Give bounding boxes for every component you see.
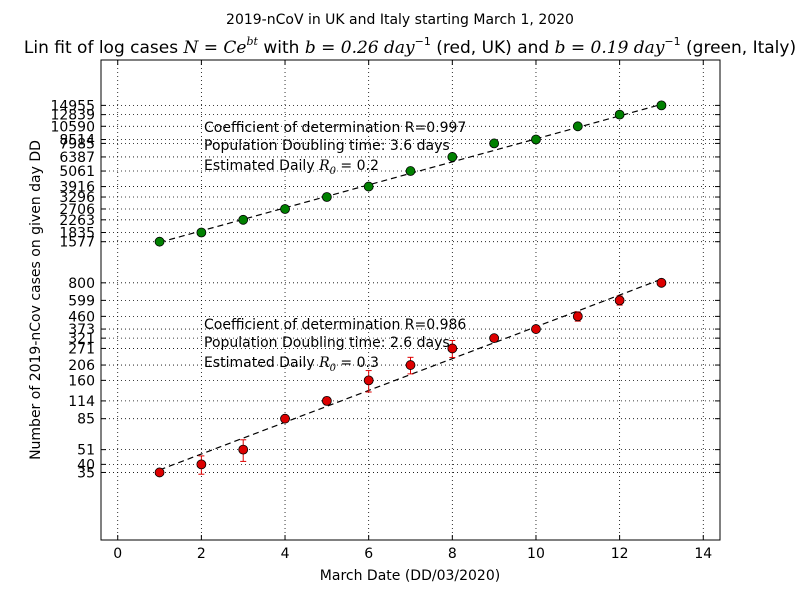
y-tick-label: 2706 xyxy=(59,202,95,218)
y-tick-label: 1577 xyxy=(59,235,95,251)
y-tick-label: 321 xyxy=(68,331,95,347)
point-italy xyxy=(196,227,207,238)
point-italy xyxy=(363,181,374,192)
point-italy xyxy=(489,138,500,149)
x-tick-label: 12 xyxy=(611,546,629,562)
annotation-r0-uk: Estimated Daily R0 = 0.3 xyxy=(204,355,379,374)
y-tick-label: 8514 xyxy=(59,133,95,149)
point-italy xyxy=(238,214,249,225)
point-uk xyxy=(614,295,625,306)
annotation-r0-italy: Estimated Daily R0 = 0.2 xyxy=(204,158,379,177)
y-tick-label: 460 xyxy=(68,309,95,325)
point-uk xyxy=(363,375,374,386)
fit-line-uk xyxy=(159,278,662,471)
y-tick-label: 85 xyxy=(77,412,95,428)
x-tick-label: 14 xyxy=(694,546,712,562)
y-tick-label: 2263 xyxy=(59,213,95,229)
point-uk xyxy=(656,277,667,288)
annotation-r2-uk: Coefficient of determination R=0.986 xyxy=(204,317,466,333)
point-italy xyxy=(531,134,541,145)
y-tick-label: 3296 xyxy=(59,190,95,206)
x-tick-label: 4 xyxy=(281,546,290,562)
x-tick-label: 0 xyxy=(113,546,122,562)
y-tick-label: 7985 xyxy=(59,136,95,152)
point-uk xyxy=(280,413,290,424)
y-tick-label: 160 xyxy=(68,373,95,389)
y-tick-label: 114 xyxy=(68,394,95,410)
point-italy xyxy=(280,204,290,214)
point-italy xyxy=(614,109,625,120)
y-tick-label: 6387 xyxy=(59,150,95,166)
y-tick-label: 14955 xyxy=(50,98,95,114)
y-axis-label: Number of 2019-nCov cases on given day D… xyxy=(28,140,44,460)
point-uk xyxy=(154,467,165,478)
chart-title: 2019-nCoV in UK and Italy starting March… xyxy=(226,12,574,28)
annotations: Coefficient of determination R=0.997 Popu… xyxy=(204,120,466,374)
y-tick-label: 3916 xyxy=(59,180,95,196)
chart-subtitle: Lin fit of log cases N = Cebt with b = 0… xyxy=(24,35,796,58)
point-uk xyxy=(405,360,416,370)
y-tick-label: 40 xyxy=(77,457,95,473)
y-tick-label: 35 xyxy=(77,465,95,481)
plot-frame xyxy=(100,59,721,541)
x-tick-label: 10 xyxy=(527,546,545,562)
x-tick-label: 6 xyxy=(364,546,373,562)
y-tick-label: 51 xyxy=(77,443,95,459)
annotation-doubling-uk: Population Doubling time: 2.6 days xyxy=(204,335,450,351)
y-tick-label: 10590 xyxy=(50,119,95,135)
point-italy xyxy=(656,100,667,111)
point-italy xyxy=(154,236,165,247)
x-tick-label: 8 xyxy=(448,546,457,562)
point-uk xyxy=(572,311,583,322)
y-tick-label: 206 xyxy=(68,358,95,374)
annotation-doubling-italy: Population Doubling time: 3.6 days xyxy=(204,138,450,154)
point-uk xyxy=(447,343,458,354)
y-tick-label: 12839 xyxy=(50,108,95,124)
point-italy xyxy=(321,192,332,202)
y-tick-label: 5061 xyxy=(59,164,95,180)
x-tick-label: 2 xyxy=(197,546,206,562)
point-uk xyxy=(238,444,249,455)
y-tick-label: 800 xyxy=(68,276,95,292)
y-tick-label: 271 xyxy=(68,341,95,357)
data-points xyxy=(154,100,667,478)
x-axis-label: March Date (DD/03/2020) xyxy=(320,568,500,584)
annotation-r2-italy: Coefficient of determination R=0.997 xyxy=(204,120,466,136)
y-tick-label: 599 xyxy=(68,293,95,309)
point-uk xyxy=(489,333,500,344)
y-tick-label: 373 xyxy=(68,322,95,338)
point-uk xyxy=(196,459,207,470)
point-italy xyxy=(572,121,583,132)
point-italy xyxy=(405,166,416,176)
y-tick-label: 1835 xyxy=(59,226,95,242)
point-uk xyxy=(531,324,541,334)
point-uk xyxy=(321,395,332,406)
point-italy xyxy=(447,152,458,162)
